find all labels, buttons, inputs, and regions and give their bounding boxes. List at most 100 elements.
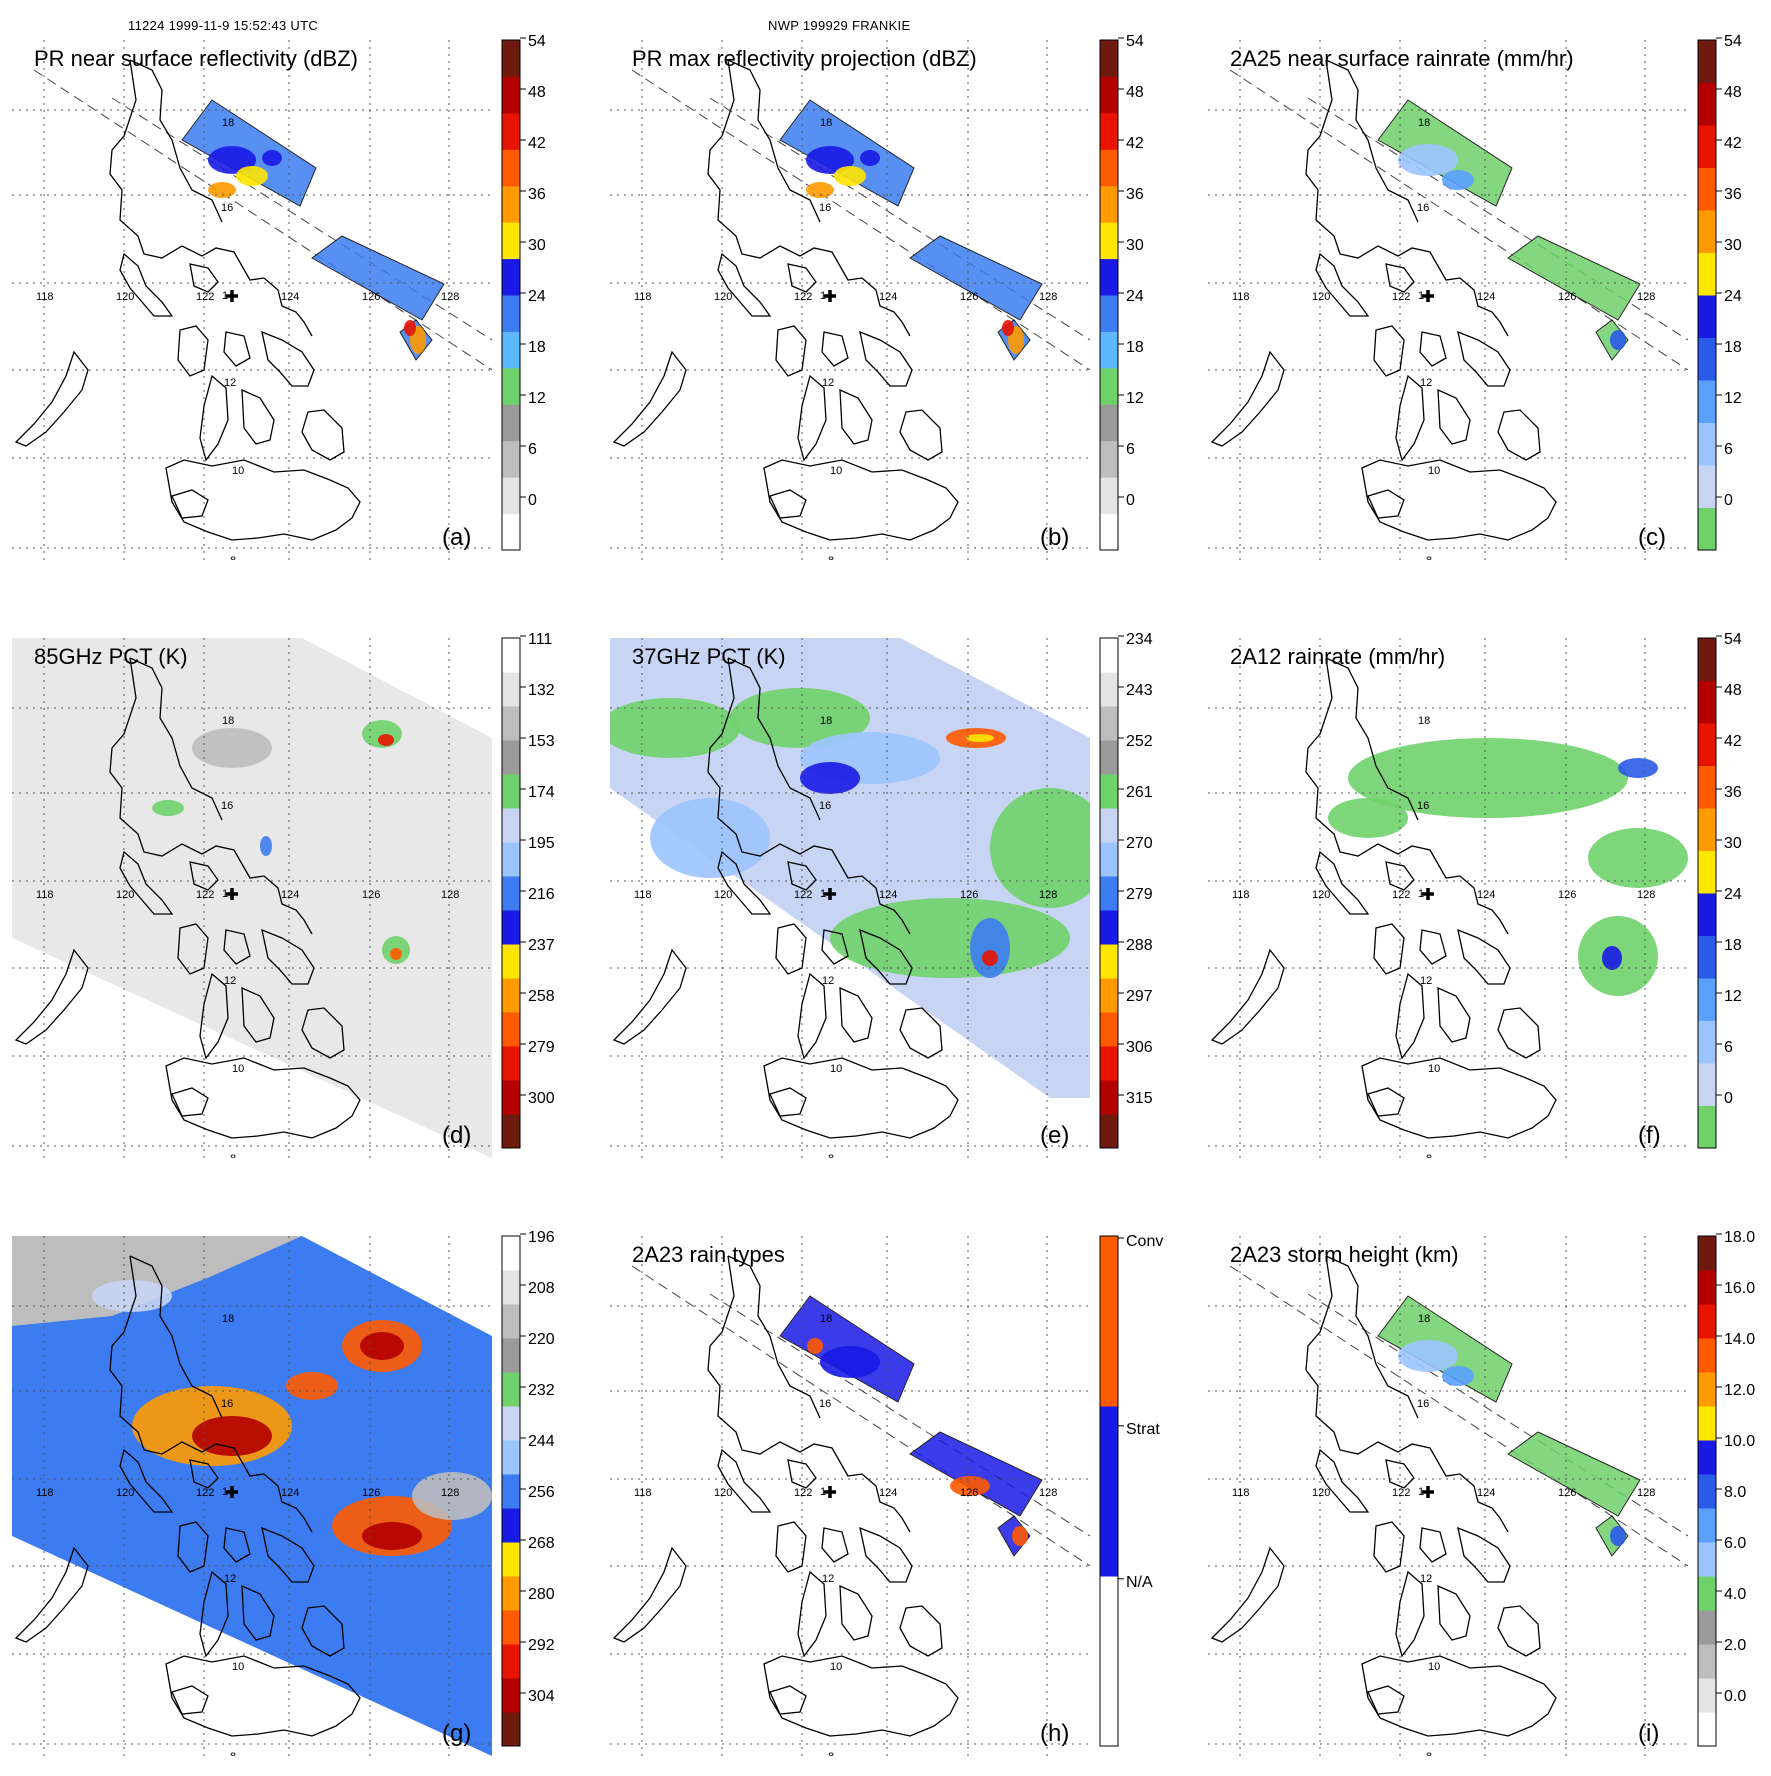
panel-letter: (f) xyxy=(1638,1122,1661,1149)
storm-center-icon xyxy=(824,290,836,302)
colorbar-label: 174 xyxy=(528,784,555,801)
colorbar-d: 111 132 153 174 195 216 237 258 279 300 xyxy=(501,631,555,1149)
colorbar-label: 256 xyxy=(528,1484,555,1501)
lon-label: 126 xyxy=(1558,1487,1576,1499)
colorbar-label: 306 xyxy=(1126,1039,1153,1056)
lon-label: 120 xyxy=(714,291,732,303)
colorbar-label: Strat xyxy=(1126,1421,1160,1438)
colorbar-label: 0 xyxy=(528,492,537,509)
lon-label: 118 xyxy=(36,889,54,901)
lon-label: 120 xyxy=(1312,291,1330,303)
colorbar-label: 270 xyxy=(1126,835,1153,852)
colorbar-label: 54 xyxy=(1724,33,1742,50)
colorbar-label: N/A xyxy=(1126,1574,1153,1591)
lat-label: 10 xyxy=(830,465,842,477)
lat-label: 10 xyxy=(232,1063,244,1075)
lon-label: 128 xyxy=(441,291,459,303)
colorbar-label: 280 xyxy=(528,1586,555,1603)
lat-label: 10 xyxy=(232,1661,244,1673)
colorbar-label: 243 xyxy=(1126,682,1153,699)
colorbar-label: 261 xyxy=(1126,784,1153,801)
lat-label: 16 xyxy=(221,800,233,812)
lat-label: 16 xyxy=(819,202,831,214)
lat-label: 12 xyxy=(224,377,236,389)
lat-label: 16 xyxy=(221,1398,233,1410)
lat-label: 18 xyxy=(1418,1313,1430,1325)
lat-label: 18 xyxy=(820,1313,832,1325)
lat-label: 12 xyxy=(224,975,236,987)
panel-e: 1181201221241261281816141210837GHz PCT (… xyxy=(610,638,1090,1158)
lat-label: 18 xyxy=(222,117,234,129)
colorbar-label: 244 xyxy=(528,1433,555,1450)
colorbar-label: 297 xyxy=(1126,988,1153,1005)
colorbar-label: 54 xyxy=(528,33,546,50)
storm-center-icon xyxy=(824,888,836,900)
lon-label: 118 xyxy=(634,1487,652,1499)
lat-label: 16 xyxy=(819,1398,831,1410)
panel-d: 1181201221241261281816141210885GHz PCT (… xyxy=(12,638,492,1165)
colorbar-label: 16.0 xyxy=(1724,1280,1755,1297)
lat-label: 8 xyxy=(230,1153,236,1165)
lat-label: 12 xyxy=(224,1573,236,1585)
lon-label: 122 xyxy=(1392,291,1410,303)
panel-h: 118120122124126128181614121082A23 rain t… xyxy=(610,1236,1090,1756)
lon-label: 120 xyxy=(714,889,732,901)
colorbar-label: 234 xyxy=(1126,631,1153,648)
lon-label: 118 xyxy=(36,291,54,303)
lat-label: 12 xyxy=(822,975,834,987)
lat-label: 18 xyxy=(820,117,832,129)
lon-label: 128 xyxy=(441,889,459,901)
colorbar-label: 6 xyxy=(1126,441,1135,458)
colorbar-label: 30 xyxy=(1724,237,1742,254)
colorbar-label: 6 xyxy=(528,441,537,458)
colorbar-label: 30 xyxy=(528,237,546,254)
lat-label: 10 xyxy=(1428,465,1440,477)
colorbar-label: 24 xyxy=(1126,288,1144,305)
lon-label: 120 xyxy=(1312,889,1330,901)
lat-label: 16 xyxy=(1417,800,1429,812)
colorbar-g: 196 208 220 232 244 256 268 280 292 304 xyxy=(501,1229,555,1747)
panel-a: 11812012212412612818161412108PR near sur… xyxy=(12,40,492,560)
colorbar-label: 12 xyxy=(528,390,546,407)
lat-label: 10 xyxy=(1428,1661,1440,1673)
panel-c: 118120122124126128181614121082A25 near s… xyxy=(1208,40,1688,560)
lat-label: 16 xyxy=(819,800,831,812)
lon-label: 124 xyxy=(281,291,299,303)
colorbar-label: 18 xyxy=(1724,339,1742,356)
lat-label: 12 xyxy=(1420,1573,1432,1585)
lon-label: 126 xyxy=(362,889,380,901)
lon-label: 124 xyxy=(879,1487,897,1499)
lon-label: 122 xyxy=(794,1487,812,1499)
lat-label: 16 xyxy=(1417,1398,1429,1410)
colorbar-label: 4.0 xyxy=(1724,1586,1746,1603)
storm-center-icon xyxy=(824,1486,836,1498)
colorbar-i: 18.0 16.0 14.0 12.0 10.0 8.0 6.0 4.0 2.0 0.0 xyxy=(1697,1229,1755,1747)
colorbar-label: 36 xyxy=(1724,784,1742,801)
colorbar-label: 0.0 xyxy=(1724,1688,1746,1705)
lon-label: 122 xyxy=(794,889,812,901)
panel-letter: (b) xyxy=(1040,524,1069,551)
lon-label: 120 xyxy=(116,291,134,303)
colorbar-label: 258 xyxy=(528,988,555,1005)
lon-label: 118 xyxy=(1232,889,1250,901)
panel-letter: (g) xyxy=(442,1720,471,1747)
colorbar-label: 12 xyxy=(1126,390,1144,407)
colorbar-label: 12.0 xyxy=(1724,1382,1755,1399)
lat-label: 12 xyxy=(822,1573,834,1585)
colorbar-label: 279 xyxy=(1126,886,1153,903)
storm-center-icon xyxy=(1422,290,1434,302)
panel-title: 2A12 rainrate (mm/hr) xyxy=(1230,644,1445,669)
panel-title: 85GHz PCT (K) xyxy=(34,644,188,669)
colorbar-label: 24 xyxy=(1724,288,1742,305)
lon-label: 122 xyxy=(196,1487,214,1499)
colorbar-label: 12 xyxy=(1724,390,1742,407)
colorbar-label: 18 xyxy=(528,339,546,356)
lon-label: 120 xyxy=(1312,1487,1330,1499)
lon-label: 126 xyxy=(362,291,380,303)
colorbar-label: 36 xyxy=(1126,186,1144,203)
colorbar-label: 300 xyxy=(528,1090,555,1107)
lon-label: 124 xyxy=(879,291,897,303)
lon-label: 128 xyxy=(441,1487,459,1499)
